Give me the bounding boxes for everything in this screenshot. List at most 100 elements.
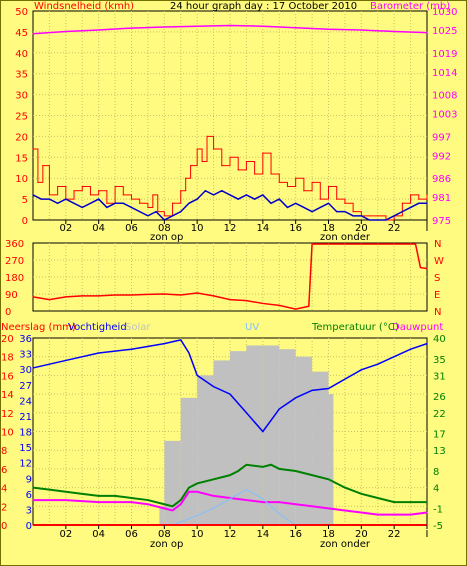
wind-x-tick-label: 10 [191, 223, 204, 234]
dewpoint-line-point [163, 507, 165, 509]
wind-gust-line-point [114, 185, 116, 188]
wind-gust-line-point [311, 181, 313, 183]
direction-tick-label: 0 [5, 307, 11, 318]
barometer-line-point [32, 33, 34, 35]
wind-gust-line-point [303, 190, 305, 192]
wind-gust-line-point [139, 202, 141, 204]
temperature-line-point [270, 464, 272, 466]
rain-tick-label: 2 [1, 502, 7, 513]
compass-tick-label: N [434, 307, 441, 318]
humidity-tick-label: 36 [19, 334, 32, 345]
avg-wind-line-point [360, 215, 362, 217]
direction-tick-label: 270 [5, 256, 24, 267]
wind-direction-line-point [393, 243, 395, 245]
wind-gust-line-point [196, 148, 198, 150]
wind-tick-label: 25 [15, 112, 28, 123]
avg-wind-line-point [155, 211, 157, 213]
solar-bar [213, 360, 230, 525]
barometer-tick-label: 1030 [432, 7, 457, 18]
temperature-line-point [229, 474, 231, 476]
avg-wind-line-point [180, 211, 182, 213]
wind-direction-line-point [180, 294, 182, 296]
avg-wind-line-point [385, 219, 387, 221]
barometer-line-point [327, 28, 330, 30]
temperature-line-point [180, 499, 182, 501]
wind-gust-line-point [180, 190, 182, 192]
wind-gust-line-point [42, 165, 44, 167]
wind-x-tick-label: 14 [256, 223, 269, 234]
temp-x-tick-label: 20 [355, 529, 368, 540]
wind-gust-line-point [37, 181, 39, 183]
humidity-tick-label: 9 [26, 474, 32, 485]
temperature-line-point [98, 495, 100, 497]
wind-gust-line-point [229, 156, 231, 158]
temp-x-tick-label: 02 [59, 529, 72, 540]
wind-axis-label: Windsnelheid (kmh) [34, 1, 134, 12]
humidity-line-point [377, 363, 379, 365]
wind-gust-line-point [89, 194, 92, 196]
wind-x-tick-label: I [426, 223, 429, 234]
avg-wind-line-point [352, 215, 354, 217]
temperature-line-point [48, 489, 51, 491]
dewpoint-line-point [360, 511, 362, 514]
humidity-line-point [163, 343, 165, 345]
wind-gust-line-point [262, 152, 264, 154]
avg-wind-line-point [130, 206, 133, 209]
temperature-tick-label: 4 [433, 484, 439, 495]
humidity-tick-label: 12 [19, 459, 32, 470]
temperature-tick-label: 17 [433, 430, 446, 441]
direction-tick-label: 90 [5, 290, 18, 301]
rain-tick-label: 12 [1, 409, 14, 420]
barometer-tick-label: 1003 [432, 110, 457, 121]
wind-gust-line [33, 135, 428, 221]
humidity-line-point [32, 367, 34, 369]
avg-wind-line-point [327, 202, 330, 204]
humidity-line-point [278, 408, 280, 410]
barometer-tick-label: 992 [432, 151, 451, 162]
wind-x-tick-label: 16 [289, 223, 302, 234]
temperature-line-point [188, 487, 190, 489]
solar-bar [262, 345, 280, 525]
avg-wind-line-point [188, 202, 190, 204]
dewpoint-line-point [180, 503, 182, 505]
humidity-tick-label: 3 [26, 505, 32, 516]
barometer-line-point [130, 27, 133, 29]
wind-x-tick-label: 20 [355, 223, 368, 234]
avg-wind-line-point [286, 206, 289, 209]
wind-gust-line-point [336, 198, 338, 200]
wind-direction-line-point [419, 266, 422, 269]
wind-tick-label: 50 [15, 7, 28, 18]
temp-x-tick-label: 22 [388, 529, 401, 540]
dewpoint-line-point [295, 503, 297, 505]
temperature-line-point [409, 501, 412, 503]
temperature-tick-label: -5 [433, 521, 443, 532]
barometer-tick-label: 986 [432, 174, 451, 185]
humidity-tick-label: 0 [26, 521, 32, 532]
wind-gust-line-point [344, 202, 346, 204]
dewpoint-line-point [344, 509, 346, 512]
wind-direction-line-point [426, 267, 428, 270]
avg-wind-line-point [229, 194, 231, 196]
humidity-line-point [196, 374, 198, 376]
wind-gust-line-point [352, 211, 354, 213]
temperature-axis-label: Temperatuur (°C) [311, 322, 399, 333]
humidity-tick-label: 27 [19, 381, 32, 392]
avg-wind-line-point [303, 206, 305, 209]
wind-tick-label: 30 [15, 91, 28, 102]
humidity-line-point [130, 348, 133, 350]
humidity-tick-label: 33 [19, 350, 32, 361]
compass-tick-label: N [434, 239, 441, 250]
sunset-label-top: zon onder [320, 232, 371, 243]
avg-wind-line-point [32, 194, 34, 196]
wind-direction-line-point [327, 243, 330, 245]
dewpoint-line-point [426, 511, 428, 514]
sunrise-label-bottom: zon op [150, 539, 183, 550]
temperature-tick-label: -1 [433, 504, 443, 515]
temperature-line-point [237, 470, 239, 472]
temperature-line-point [426, 501, 428, 503]
rain-tick-label: 4 [1, 484, 7, 495]
wind-gust-line-point [221, 165, 223, 167]
sunset-label-bottom: zon onder [320, 539, 371, 550]
temp-x-tick-label: 14 [256, 529, 269, 540]
humidity-line-point [360, 369, 362, 371]
